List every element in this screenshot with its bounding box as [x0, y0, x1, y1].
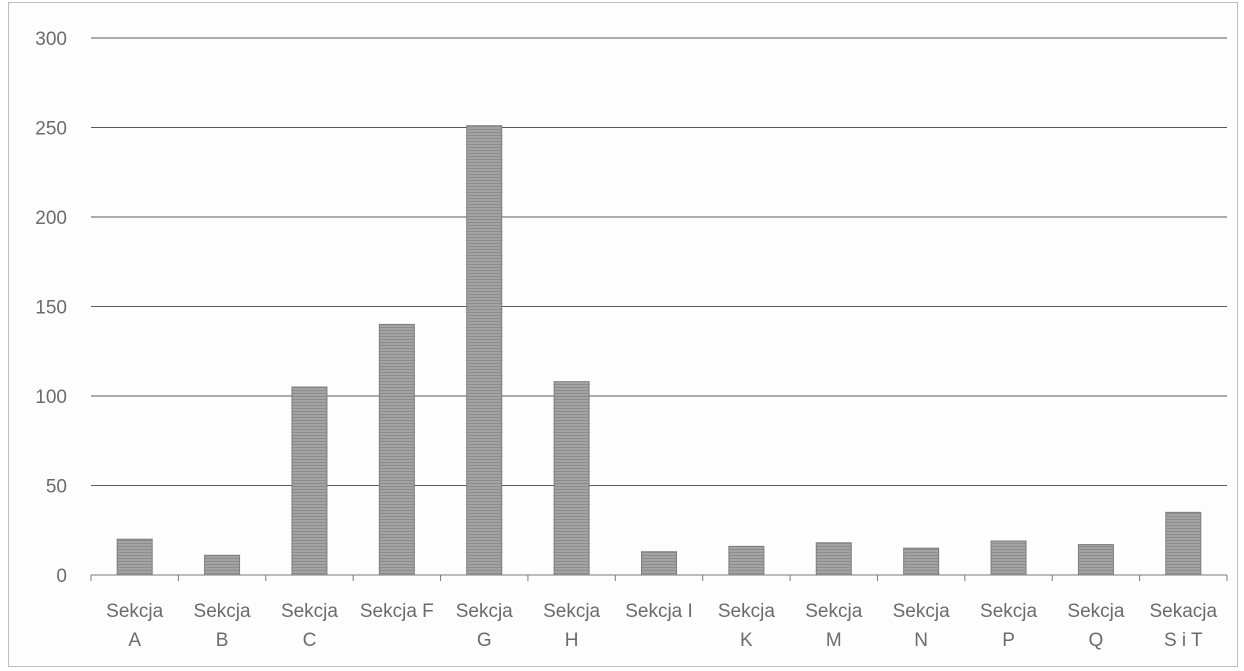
y-tick-label: 150: [35, 298, 67, 319]
x-axis: [90, 574, 1228, 581]
x-tick-label-line: Sekcja: [980, 601, 1037, 622]
x-tick-label-line: Sekcja: [543, 601, 600, 622]
x-tick-label-line: H: [565, 630, 579, 651]
x-tick-label-line: Sekcja F: [360, 601, 434, 622]
x-tick-label: Sekcja H: [543, 601, 600, 651]
x-tick-label: Sekcja G: [456, 601, 513, 651]
bar: [466, 125, 503, 576]
x-tick-label-line: Sekcja I: [625, 601, 693, 622]
bar: [1165, 511, 1202, 576]
bar: [641, 551, 677, 576]
chart-frame: 0 50 100 150 200 250 300 Sekcja A Sekcja B Sekcja C…: [8, 2, 1238, 667]
x-tick-label-line: N: [914, 630, 928, 651]
x-tick-label-line: Sekcja: [1067, 601, 1124, 622]
x-tick-label: Sekcja N: [893, 601, 950, 651]
x-tick-label: Sekcja I: [625, 601, 693, 622]
bar-chart: 0 50 100 150 200 250 300 Sekcja A Sekcja B Sekcja C…: [35, 29, 1228, 651]
bar: [1077, 544, 1114, 576]
bar: [204, 554, 241, 576]
x-tick-label: Sekacja S i T: [1150, 601, 1218, 651]
bar: [815, 542, 852, 576]
x-tick-label: Sekcja A: [106, 601, 163, 651]
x-tick-label-line: M: [826, 630, 842, 651]
bar: [378, 323, 415, 576]
bar: [553, 381, 590, 576]
x-tick-label-line: C: [303, 630, 317, 651]
x-tick-label: Sekcja M: [805, 601, 862, 651]
y-tick-label: 250: [35, 119, 67, 140]
bar: [903, 547, 940, 576]
y-tick-label: 50: [46, 477, 67, 498]
y-axis-ticks: 0 50 100 150 200 250 300: [35, 29, 67, 587]
x-tick-label-line: S i T: [1164, 630, 1203, 651]
x-tick-label: Sekcja Q: [1067, 601, 1124, 651]
x-tick-label-line: Sekcja: [194, 601, 251, 622]
y-tick-label: 0: [56, 566, 67, 587]
gridlines: [91, 37, 1227, 486]
x-tick-label: Sekcja P: [980, 601, 1037, 651]
y-tick-label: 200: [35, 208, 67, 229]
x-tick-label-line: Sekcja: [893, 601, 950, 622]
x-tick-label-line: Q: [1089, 630, 1104, 651]
x-tick-label-line: Sekcja: [718, 601, 775, 622]
x-tick-label-line: Sekcja: [456, 601, 513, 622]
x-tick-label-line: Sekcja: [281, 601, 338, 622]
x-tick-label-line: K: [740, 630, 753, 651]
y-tick-label: 300: [35, 29, 67, 50]
x-tick-label: Sekcja C: [281, 601, 338, 651]
y-tick-label: 100: [35, 387, 67, 408]
x-tick-label: Sekcja B: [194, 601, 251, 651]
x-tick-label-line: P: [1002, 630, 1015, 651]
x-tick-label-line: G: [477, 630, 492, 651]
x-tick-label-line: B: [216, 630, 229, 651]
x-tick-label-line: A: [128, 630, 141, 651]
x-tick-label: Sekcja K: [718, 601, 775, 651]
bar: [116, 538, 153, 576]
x-tick-label: Sekcja F: [360, 601, 434, 622]
bar: [990, 540, 1027, 576]
x-tick-label-line: Sekcja: [805, 601, 862, 622]
x-tick-label-line: Sekacja: [1150, 601, 1218, 622]
bar: [291, 386, 328, 576]
bar: [728, 545, 765, 576]
bars: [116, 125, 1202, 576]
x-tick-label-line: Sekcja: [106, 601, 163, 622]
